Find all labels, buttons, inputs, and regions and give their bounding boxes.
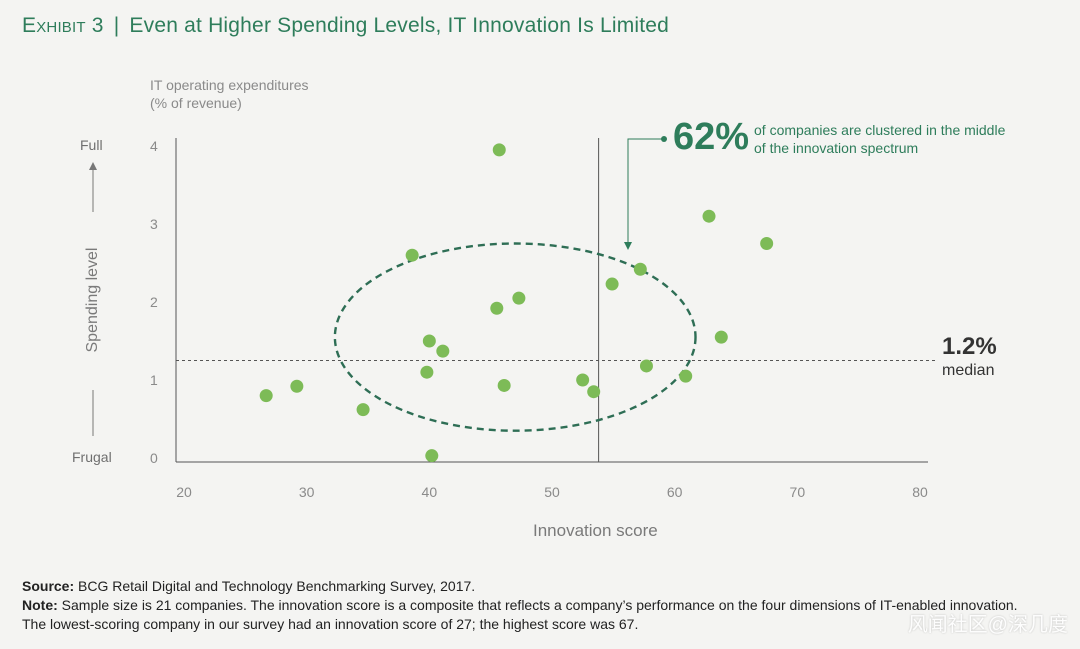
y-tick-label: 0 [150,450,158,466]
data-point [405,248,419,262]
x-tick-label: 70 [790,484,806,500]
cluster-ellipse [333,242,697,432]
data-point [633,262,647,276]
data-point [422,334,436,348]
y-tick-label: 3 [150,216,158,232]
chart-title: Exhibit 3 | Even at Higher Spending Leve… [22,14,669,38]
scatter-chart: 0 1 2 3 4 20 30 40 50 60 70 80 [89,136,935,500]
y-tick-label: 2 [150,294,158,310]
data-point [639,359,653,373]
median-label: median [942,362,995,379]
x-tick-label: 20 [176,484,192,500]
data-point [492,143,506,157]
callout-text: of companies are clustered in the middle… [754,122,1006,156]
data-point [576,373,590,387]
full-label: Full [80,137,103,153]
y-axis-title-line2: (% of revenue) [150,95,242,111]
x-tick-label: 80 [912,484,928,500]
x-tick-label: 50 [544,484,560,500]
watermark: 风闻社区@深几度 [907,614,1068,636]
note-label: Note: [22,597,58,613]
x-axis-title: Innovation score [533,521,658,540]
data-point [714,330,728,344]
y-axis-title: IT operating expenditures (% of revenue) [150,76,309,112]
y-tick-label: 1 [150,372,158,388]
note-line: Note: Sample size is 21 companies. The i… [22,596,1022,634]
exhibit-label: Exhibit 3 [22,14,104,37]
frugal-label: Frugal [72,449,112,465]
data-point [497,378,511,392]
data-point [490,301,504,315]
median-value: 1.2% [942,333,997,360]
source-text: BCG Retail Digital and Technology Benchm… [78,578,476,594]
data-point [512,291,526,305]
data-point [290,379,304,393]
data-point [679,369,693,383]
callout-percentage: 62% [673,116,750,158]
footer: Source: BCG Retail Digital and Technolog… [22,577,1022,634]
title-text: Even at Higher Spending Levels, IT Innov… [129,14,670,37]
data-point [356,403,370,417]
y-tick-label: 4 [150,138,158,154]
data-point [436,344,450,358]
y-axis-title-line1: IT operating expenditures [150,77,309,93]
x-tick-label: 40 [422,484,438,500]
note-text: Sample size is 21 companies. The innovat… [22,597,1018,632]
data-point [702,209,716,223]
callout-dot [661,136,667,142]
source-label: Source: [22,578,75,594]
title-separator: | [113,14,120,37]
data-point [760,237,774,250]
x-tick-label: 60 [667,484,683,500]
data-point [605,277,619,291]
data-point [587,385,601,399]
source-line: Source: BCG Retail Digital and Technolog… [22,577,1022,596]
x-tick-label: 30 [299,484,315,500]
data-point [425,449,439,463]
data-point [259,389,273,403]
data-point [420,365,434,379]
callout-arrow [624,138,664,250]
